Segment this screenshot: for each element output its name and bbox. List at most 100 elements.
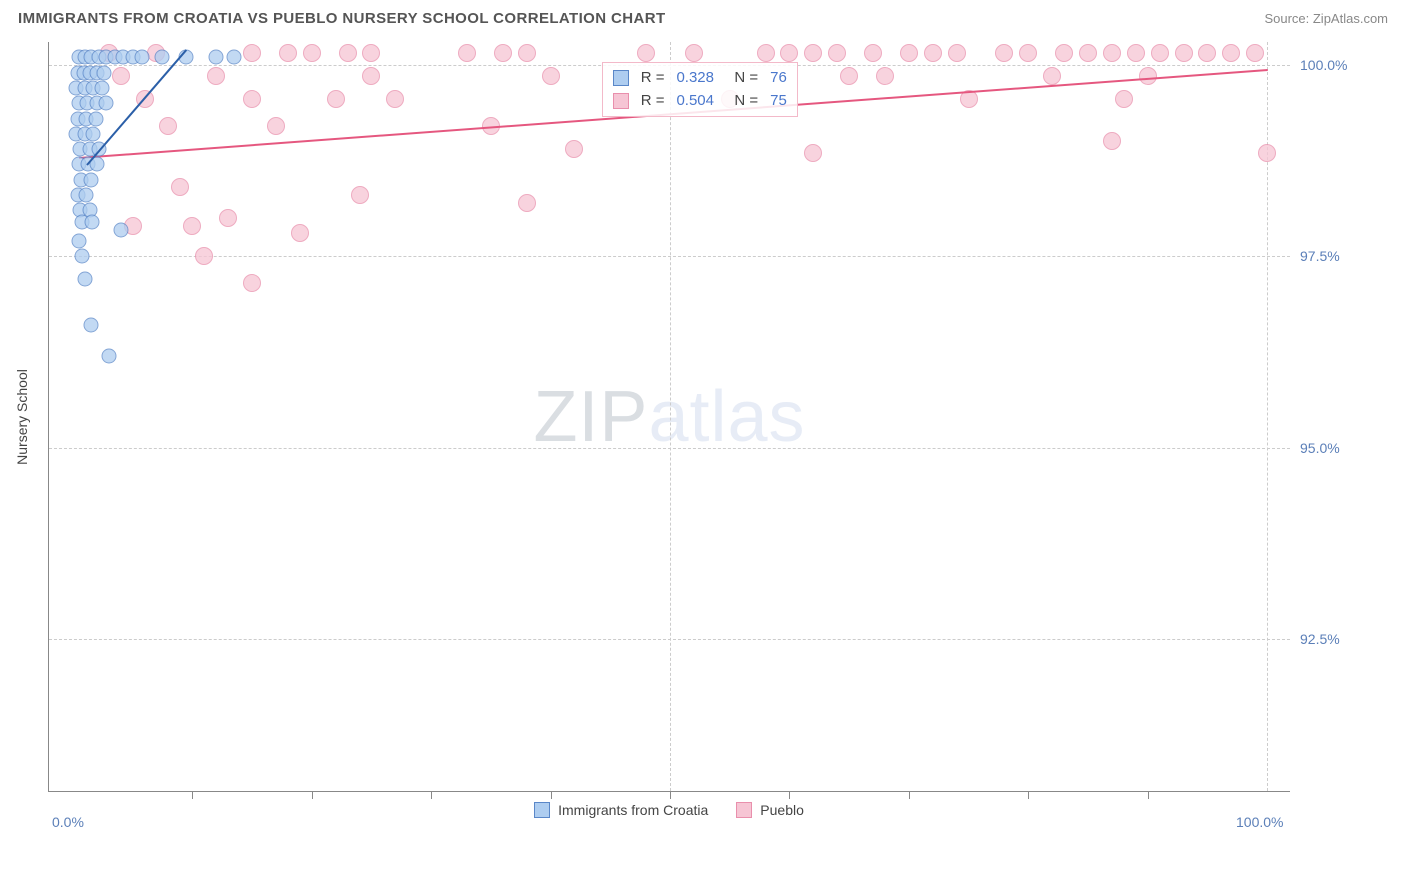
- point-blue: [209, 50, 224, 65]
- watermark-light: atlas: [648, 377, 805, 457]
- stats-r-label: R =: [641, 90, 665, 113]
- y-tick-label: 92.5%: [1300, 631, 1340, 647]
- point-blue: [101, 348, 116, 363]
- point-pink: [1043, 67, 1061, 85]
- point-pink: [243, 274, 261, 292]
- point-pink: [159, 117, 177, 135]
- point-pink: [112, 67, 130, 85]
- x-left-label: 0.0%: [52, 814, 84, 830]
- legend-item: Immigrants from Croatia: [534, 802, 708, 818]
- point-pink: [1055, 44, 1073, 62]
- legend-label: Pueblo: [760, 802, 804, 818]
- point-pink: [219, 209, 237, 227]
- point-pink: [279, 44, 297, 62]
- source-label: Source: ZipAtlas.com: [1264, 11, 1388, 26]
- point-pink: [1175, 44, 1193, 62]
- point-pink: [1019, 44, 1037, 62]
- point-pink: [924, 44, 942, 62]
- point-pink: [243, 44, 261, 62]
- x-tick: [1148, 791, 1149, 799]
- point-pink: [804, 144, 822, 162]
- point-blue: [227, 50, 242, 65]
- point-pink: [171, 178, 189, 196]
- point-pink: [864, 44, 882, 62]
- legend-item: Pueblo: [736, 802, 804, 818]
- x-tick: [192, 791, 193, 799]
- x-tick: [789, 791, 790, 799]
- stats-n-label: N =: [726, 67, 758, 90]
- stats-n-value: 76: [770, 67, 787, 90]
- x-tick: [312, 791, 313, 799]
- point-pink: [685, 44, 703, 62]
- point-pink: [876, 67, 894, 85]
- point-blue: [83, 318, 98, 333]
- point-pink: [542, 67, 560, 85]
- x-tick: [1028, 791, 1029, 799]
- stats-r-label: R =: [641, 67, 665, 90]
- point-pink: [1127, 44, 1145, 62]
- point-pink: [518, 44, 536, 62]
- point-pink: [351, 186, 369, 204]
- point-blue: [155, 50, 170, 65]
- legend-swatch: [736, 802, 752, 818]
- point-pink: [339, 44, 357, 62]
- point-pink: [518, 194, 536, 212]
- plot-area: ZIPatlas R = 0.328 N = 76R =0.504 N =75: [48, 42, 1290, 792]
- point-pink: [1222, 44, 1240, 62]
- point-pink: [243, 90, 261, 108]
- point-pink: [291, 224, 309, 242]
- bottom-legend: Immigrants from Croatia Pueblo: [48, 802, 1290, 818]
- point-pink: [637, 44, 655, 62]
- point-blue: [94, 80, 109, 95]
- point-pink: [900, 44, 918, 62]
- point-pink: [327, 90, 345, 108]
- chart-title: IMMIGRANTS FROM CROATIA VS PUEBLO NURSER…: [18, 10, 666, 27]
- point-pink: [183, 217, 201, 235]
- point-blue: [96, 65, 111, 80]
- point-pink: [362, 44, 380, 62]
- legend-swatch: [534, 802, 550, 818]
- stats-row-pink: R =0.504 N =75: [613, 90, 787, 113]
- point-blue: [83, 172, 98, 187]
- point-pink: [195, 247, 213, 265]
- point-blue: [84, 214, 99, 229]
- legend-swatch-pink: [613, 93, 629, 109]
- y-tick-label: 100.0%: [1300, 57, 1347, 73]
- point-blue: [88, 111, 103, 126]
- legend-swatch-blue: [613, 70, 629, 86]
- point-pink: [267, 117, 285, 135]
- x-tick: [431, 791, 432, 799]
- point-pink: [804, 44, 822, 62]
- watermark-dark: ZIP: [533, 377, 648, 457]
- point-pink: [780, 44, 798, 62]
- x-tick: [670, 791, 671, 799]
- point-pink: [1258, 144, 1276, 162]
- point-pink: [1151, 44, 1169, 62]
- point-pink: [840, 67, 858, 85]
- point-blue: [86, 126, 101, 141]
- x-right-label: 100.0%: [1236, 814, 1283, 830]
- point-pink: [828, 44, 846, 62]
- stats-n-label: N =: [726, 90, 758, 113]
- point-pink: [757, 44, 775, 62]
- point-blue: [79, 188, 94, 203]
- y-tick-label: 97.5%: [1300, 248, 1340, 264]
- stats-row-blue: R = 0.328 N = 76: [613, 67, 787, 90]
- point-pink: [494, 44, 512, 62]
- point-pink: [1246, 44, 1264, 62]
- x-tick: [551, 791, 552, 799]
- stats-r-value: 0.328: [676, 67, 714, 90]
- point-blue: [135, 50, 150, 65]
- point-blue: [113, 222, 128, 237]
- point-blue: [99, 96, 114, 111]
- point-pink: [207, 67, 225, 85]
- point-pink: [1103, 44, 1121, 62]
- point-pink: [458, 44, 476, 62]
- point-pink: [1103, 132, 1121, 150]
- point-blue: [75, 249, 90, 264]
- y-tick-label: 95.0%: [1300, 440, 1340, 456]
- point-pink: [362, 67, 380, 85]
- point-pink: [1115, 90, 1133, 108]
- x-tick: [909, 791, 910, 799]
- point-pink: [565, 140, 583, 158]
